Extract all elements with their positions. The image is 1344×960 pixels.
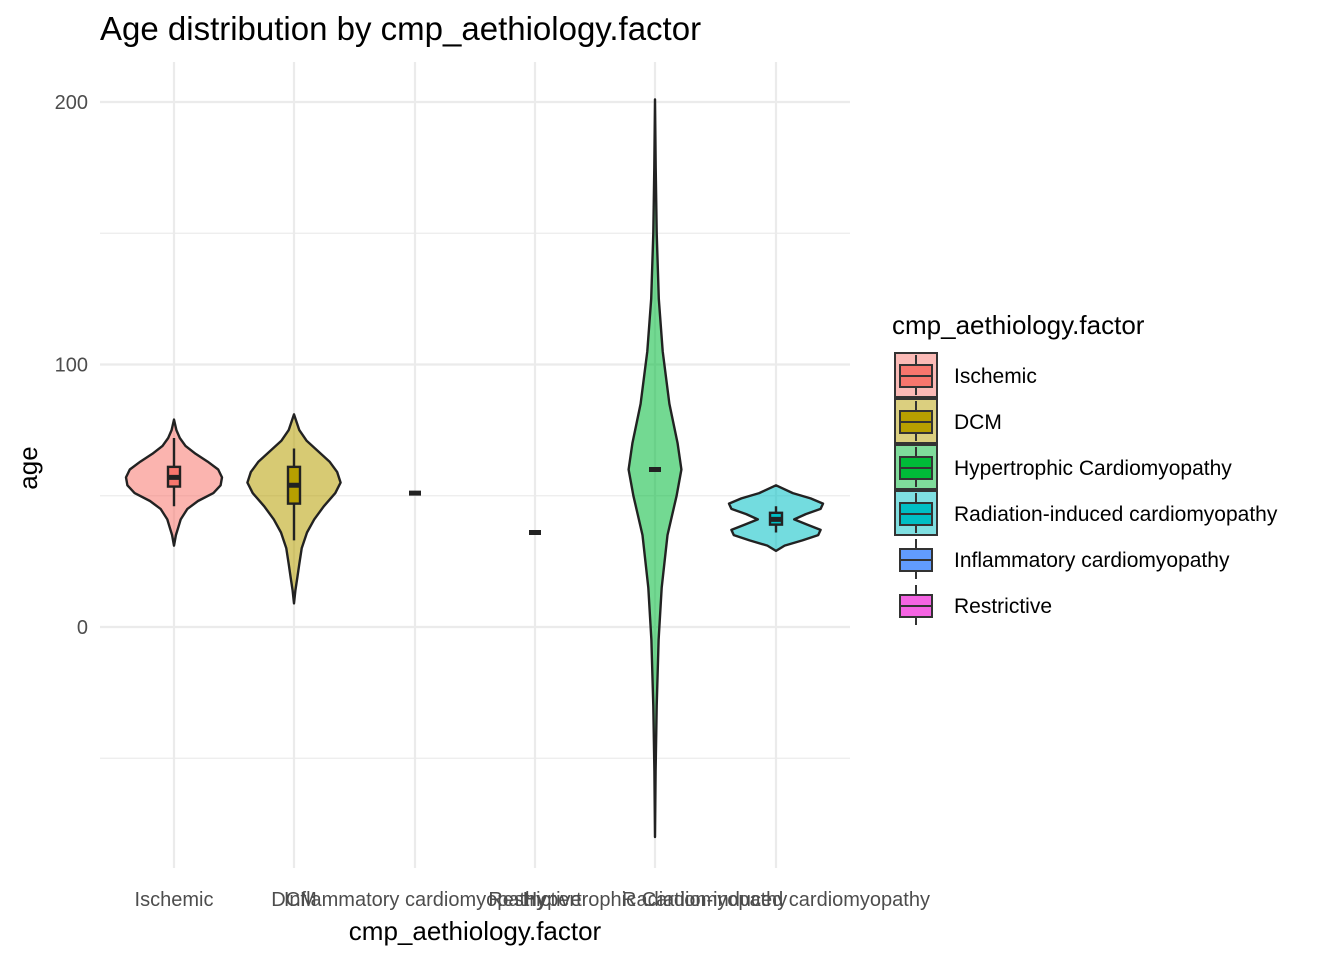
legend-item: DCM xyxy=(894,398,1002,444)
x-axis-title: cmp_aethiology.factor xyxy=(349,916,602,946)
x-tick-label: Radiation-induced cardiomyopathy xyxy=(622,889,930,911)
violin-group xyxy=(727,484,825,553)
legend-item: Inflammatory cardiomyopathy xyxy=(899,539,1230,579)
y-tick-labels: 0 100 200 xyxy=(55,92,88,639)
x-tick-label: Restrictive xyxy=(488,889,581,911)
legend-label: Radiation-induced cardiomyopathy xyxy=(954,503,1278,526)
violin-layer xyxy=(124,98,825,839)
violin-group xyxy=(627,98,683,839)
x-tick-label: Hypertrophic Cardiomyopathy xyxy=(523,889,788,911)
legend: cmp_aethiology.factor Ischemic DCM Hypertr… xyxy=(892,310,1278,625)
violin-group xyxy=(124,418,224,547)
legend-label: Inflammatory cardiomyopathy xyxy=(954,549,1230,572)
violin-group xyxy=(246,413,342,605)
y-tick-label: 0 xyxy=(77,617,88,639)
x-tick-label: DCM xyxy=(271,889,317,911)
legend-title: cmp_aethiology.factor xyxy=(892,310,1145,340)
legend-item: Restrictive xyxy=(899,585,1052,625)
x-tick-label: Inflammatory cardiomyopathy xyxy=(284,889,546,911)
y-tick-label: 100 xyxy=(55,355,88,377)
x-tick-label: Ischemic xyxy=(135,889,214,911)
legend-item: Ischemic xyxy=(894,352,1037,398)
chart-title: Age distribution by cmp_aethiology.facto… xyxy=(100,10,701,47)
legend-item: Hypertrophic Cardiomyopathy xyxy=(894,444,1232,490)
legend-item: Radiation-induced cardiomyopathy xyxy=(894,490,1278,536)
y-axis-title: age xyxy=(13,446,43,489)
legend-label: Restrictive xyxy=(954,595,1052,618)
y-tick-label: 200 xyxy=(55,92,88,114)
legend-label: DCM xyxy=(954,411,1002,434)
legend-label: Hypertrophic Cardiomyopathy xyxy=(954,457,1232,480)
legend-label: Ischemic xyxy=(954,365,1037,388)
